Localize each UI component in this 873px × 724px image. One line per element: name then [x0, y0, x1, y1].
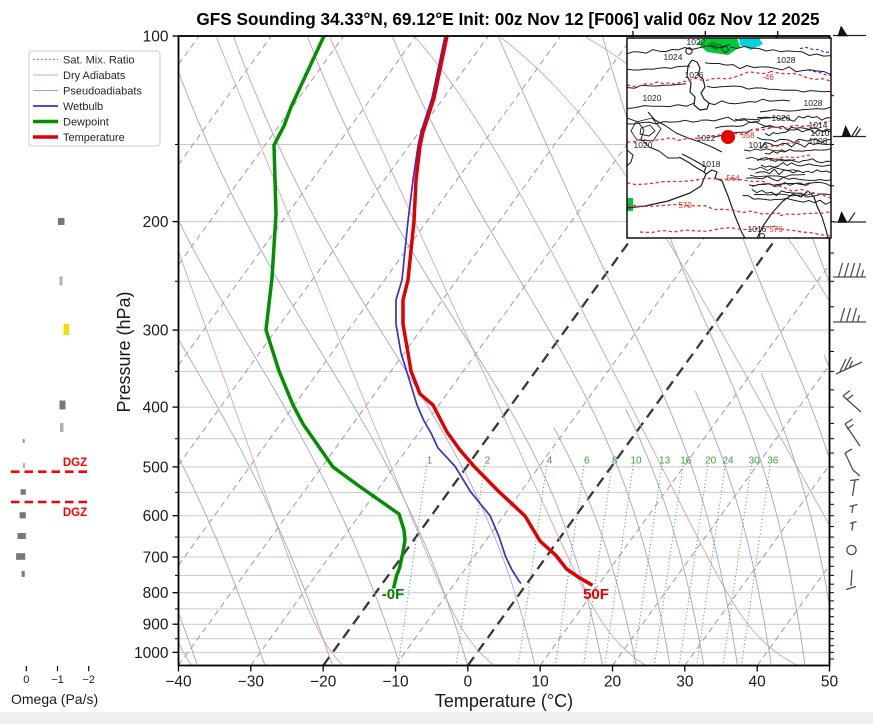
svg-text:30: 30: [749, 456, 761, 467]
svg-text:1016: 1016: [749, 140, 768, 150]
svg-text:1022: 1022: [697, 133, 716, 143]
svg-text:4: 4: [547, 456, 553, 467]
svg-text:−2: −2: [82, 674, 95, 686]
svg-text:1028: 1028: [804, 98, 823, 108]
svg-text:36: 36: [767, 456, 779, 467]
svg-text:−40: −40: [165, 674, 192, 691]
svg-text:1022: 1022: [687, 37, 706, 47]
svg-text:600: 600: [143, 508, 169, 525]
svg-text:400: 400: [143, 400, 169, 417]
svg-text:40: 40: [749, 674, 767, 691]
svg-text:Omega (Pa/s): Omega (Pa/s): [11, 691, 98, 707]
svg-text:−1: −1: [51, 674, 64, 686]
svg-text:16: 16: [680, 456, 692, 467]
svg-text:10: 10: [532, 674, 550, 691]
svg-text:1: 1: [427, 456, 433, 467]
svg-text:1026: 1026: [685, 70, 704, 80]
svg-text:Dry Adiabats: Dry Adiabats: [63, 70, 126, 82]
svg-text:300: 300: [143, 323, 169, 340]
svg-text:2: 2: [485, 456, 491, 467]
svg-text:1026: 1026: [772, 113, 791, 123]
svg-text:200: 200: [143, 214, 169, 231]
svg-text:8: 8: [612, 456, 618, 467]
svg-text:DGZ: DGZ: [63, 457, 87, 469]
svg-text:1000: 1000: [134, 645, 169, 662]
svg-text:-0F: -0F: [382, 586, 405, 603]
svg-text:30: 30: [676, 674, 694, 691]
svg-text:1016: 1016: [748, 224, 767, 234]
svg-text:1024: 1024: [664, 52, 683, 62]
svg-text:1028: 1028: [777, 55, 796, 65]
svg-text:558: 558: [741, 131, 755, 140]
svg-text:Temperature (°C): Temperature (°C): [435, 691, 573, 711]
svg-text:576: 576: [769, 225, 783, 234]
svg-text:GFS Sounding 34.33°N, 69.12°E: GFS Sounding 34.33°N, 69.12°E Init: 00z …: [196, 9, 820, 29]
svg-text:−30: −30: [238, 674, 265, 691]
svg-text:100: 100: [143, 29, 169, 46]
svg-text:6: 6: [584, 456, 590, 467]
svg-text:Dewpoint: Dewpoint: [63, 116, 109, 128]
svg-text:−10: −10: [382, 674, 409, 691]
svg-text:24: 24: [722, 456, 734, 467]
svg-text:-46: -46: [762, 73, 774, 82]
svg-text:10: 10: [630, 456, 642, 467]
svg-text:1020: 1020: [634, 140, 653, 150]
svg-text:Wetbulb: Wetbulb: [63, 101, 103, 113]
svg-text:900: 900: [143, 617, 169, 634]
svg-text:Pseudoadiabats: Pseudoadiabats: [63, 85, 142, 97]
svg-text:50F: 50F: [583, 586, 609, 603]
svg-text:0: 0: [464, 674, 473, 691]
svg-text:13: 13: [659, 456, 671, 467]
svg-text:Temperature: Temperature: [63, 132, 125, 144]
svg-text:1020: 1020: [643, 93, 662, 103]
svg-text:−20: −20: [310, 674, 337, 691]
svg-text:1010: 1010: [811, 128, 830, 138]
svg-text:1008: 1008: [809, 136, 828, 146]
svg-text:0: 0: [23, 674, 29, 686]
svg-text:DGZ: DGZ: [63, 507, 87, 519]
svg-text:564: 564: [726, 174, 740, 183]
svg-text:500: 500: [143, 459, 169, 476]
svg-text:570: 570: [678, 201, 692, 210]
svg-text:800: 800: [143, 585, 169, 602]
svg-text:Pressure (hPa): Pressure (hPa): [114, 291, 134, 412]
svg-text:700: 700: [143, 549, 169, 566]
svg-text:1014: 1014: [809, 120, 828, 130]
svg-text:50: 50: [821, 674, 839, 691]
svg-text:20: 20: [604, 674, 622, 691]
svg-text:20: 20: [705, 456, 717, 467]
svg-text:Sat. Mix. Ratio: Sat. Mix. Ratio: [63, 54, 135, 66]
svg-text:1018: 1018: [702, 159, 721, 169]
